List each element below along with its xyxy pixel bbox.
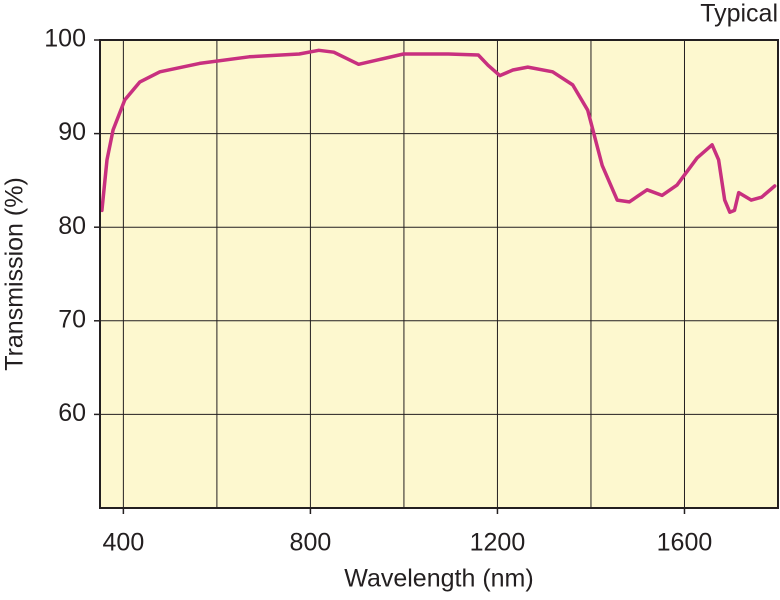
y-tick-label: 100 bbox=[44, 25, 86, 53]
line bbox=[100, 48, 777, 214]
x-axis-label: Wavelength (nm) bbox=[344, 565, 533, 593]
plot-area bbox=[100, 40, 778, 508]
plot-frame bbox=[99, 39, 779, 509]
annotation: Typical bbox=[700, 0, 778, 28]
y-axis-label: Transmission (%) bbox=[1, 177, 29, 371]
x-tick-label: 800 bbox=[290, 529, 332, 557]
x-tick-label: 400 bbox=[103, 529, 145, 557]
y-tick-label: 60 bbox=[58, 399, 86, 427]
y-tick-label: 80 bbox=[58, 212, 86, 240]
y-tick-label: 70 bbox=[58, 305, 86, 333]
y-tick-label: 90 bbox=[58, 118, 86, 146]
x-tick-label: 1600 bbox=[657, 529, 713, 557]
x-tick-label: 1200 bbox=[470, 529, 526, 557]
